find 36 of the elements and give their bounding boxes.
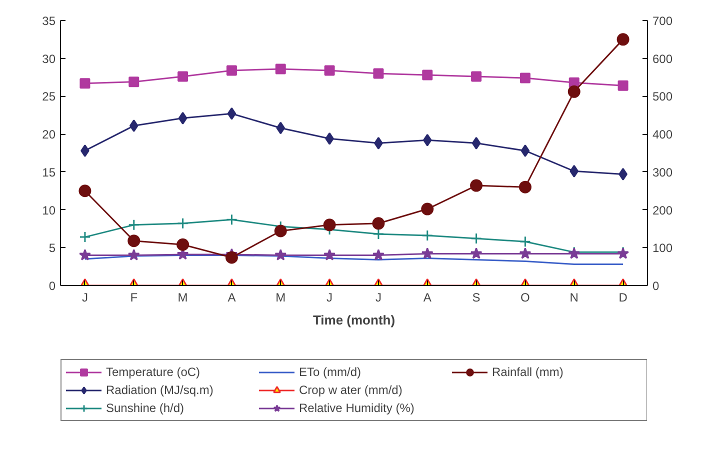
y-tick-label: 15 (42, 165, 56, 180)
legend-label: Rainfall (mm) (492, 365, 564, 379)
y2-tick-label: 400 (652, 128, 673, 142)
y2-tick-label: 500 (652, 90, 673, 104)
y-tick-label: 0 (48, 279, 56, 293)
legend-label: Relative Humidity (%) (299, 401, 416, 415)
x-tick-label: J (326, 290, 333, 304)
x-tick-label: J (375, 290, 382, 304)
x-tick-label: S (472, 290, 480, 304)
x-tick-label: D (618, 290, 628, 304)
x-axis-title: Time (month) (312, 312, 396, 328)
y-tick-label: 10 (42, 203, 56, 218)
legend-label: Radiation (MJ/sq.m) (106, 383, 214, 397)
x-tick-label: F (130, 290, 138, 304)
y-tick-label: 5 (48, 241, 56, 256)
y-tick-label: 35 (42, 14, 56, 28)
x-tick-label: J (82, 290, 88, 304)
legend-label: Sunshine (h/d) (106, 401, 186, 415)
x-tick-label: O (520, 290, 530, 304)
x-tick-label: A (228, 290, 236, 304)
y2-tick-label: 700 (652, 14, 673, 28)
legend-label: ETo (mm/d) (299, 365, 362, 379)
y-tick-label: 30 (42, 52, 56, 66)
y2-tick-label: 200 (652, 203, 673, 218)
y-tick-label: 25 (42, 90, 56, 104)
legend-label: Temperature (oC) (106, 365, 202, 379)
y2-tick-label: 300 (652, 165, 673, 180)
legend-label: Crop w ater (mm/d) (299, 383, 404, 397)
y2-tick-label: 0 (652, 279, 660, 293)
x-tick-label: A (423, 290, 432, 304)
y2-tick-label: 600 (652, 52, 673, 66)
x-tick-label: N (570, 290, 578, 304)
x-tick-label: M (178, 290, 188, 304)
y2-tick-label: 100 (652, 241, 673, 256)
x-tick-label: M (276, 290, 286, 304)
y-tick-label: 20 (42, 128, 56, 142)
